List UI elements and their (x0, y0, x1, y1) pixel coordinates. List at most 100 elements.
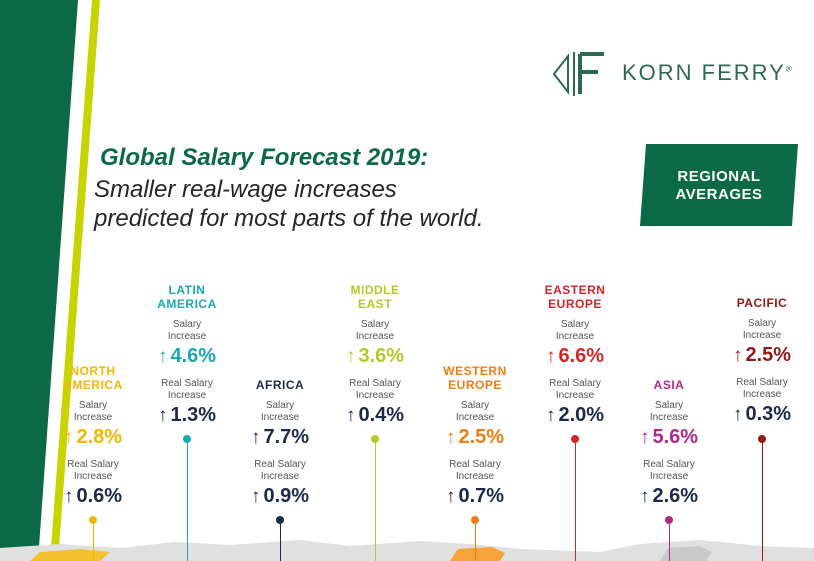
salary-label-line-2: Increase (167, 331, 207, 342)
region-pacific: PACIFIC Salary Increase ↑ 2.5% Real Salary Inc… (707, 296, 814, 436)
salary-increase-label: Salary Increase (225, 400, 335, 424)
real-value-text: 0.9% (263, 485, 310, 507)
up-arrow-icon: ↑ (63, 427, 74, 448)
map-pin-line (475, 524, 476, 561)
salary-increase-value: ↑ 5.6% (614, 424, 724, 451)
salary-label-line-2: Increase (555, 331, 595, 342)
salary-increase-label: Salary Increase (520, 319, 630, 343)
region-asia: ASIA Salary Increase ↑ 5.6% Real Salary Increa… (614, 378, 724, 518)
salary-label-line-2: Increase (260, 412, 300, 423)
map-pin-line (762, 443, 763, 561)
map-pin-line (375, 443, 376, 561)
real-salary-increase-value: ↑ 0.4% (320, 402, 430, 429)
region-spacer (132, 311, 242, 319)
up-arrow-icon: ↑ (545, 405, 556, 426)
region-name: PACIFIC (707, 296, 814, 310)
salary-value-text: 3.6% (358, 345, 405, 367)
up-arrow-icon: ↑ (445, 427, 456, 448)
region-name: WESTERN EUROPE (420, 364, 530, 392)
salary-value-text: 7.7% (263, 426, 310, 448)
salary-label-line-1: Salary (654, 400, 684, 411)
up-arrow-icon: ↑ (345, 405, 356, 426)
salary-increase-value: ↑ 2.8% (38, 424, 148, 451)
region-spacer (520, 311, 630, 319)
map-pin-dot (471, 516, 479, 524)
salary-label-line-1: Salary (265, 400, 295, 411)
real-label-line-2: Increase (555, 390, 595, 401)
salary-label-line-2: Increase (355, 331, 395, 342)
region-middle-east: MIDDLE EAST Salary Increase ↑ 3.6% Real Salary… (320, 283, 430, 437)
up-arrow-icon: ↑ (732, 345, 743, 366)
map-europe (450, 547, 505, 561)
real-salary-increase-value: ↑ 1.3% (132, 402, 242, 429)
real-salary-increase-label: Real Salary Increase (225, 459, 335, 483)
salary-value-text: 2.5% (745, 344, 792, 366)
region-eastern-europe: EASTERN EUROPE Salary Increase ↑ 6.6% Real Sal… (520, 283, 630, 437)
salary-label-line-1: Salary (172, 319, 202, 330)
real-value-text: 2.6% (652, 485, 699, 507)
salary-increase-label: Salary Increase (420, 400, 530, 424)
real-salary-increase-label: Real Salary Increase (38, 459, 148, 483)
region-name-line-1: AFRICA (255, 378, 305, 392)
region-name-line-2: EAST (357, 297, 392, 311)
real-value-text: 0.4% (358, 404, 405, 426)
salary-increase-label: Salary Increase (707, 318, 814, 342)
region-north-america: NORTH AMERICA Salary Increase ↑ 2.8% Real Sala… (38, 364, 148, 518)
up-arrow-icon: ↑ (157, 346, 168, 367)
salary-label-line-2: Increase (455, 412, 495, 423)
map-pin-line (280, 524, 281, 561)
real-salary-increase-value: ↑ 0.7% (420, 483, 530, 510)
real-salary-increase-value: ↑ 0.3% (707, 401, 814, 428)
brand-logo: KORN FERRY® (550, 46, 800, 98)
badge-line-2: AVERAGES (675, 186, 763, 203)
up-arrow-icon: ↑ (63, 486, 74, 507)
real-salary-increase-label: Real Salary Increase (132, 378, 242, 402)
map-pin-line (575, 443, 576, 561)
region-africa: AFRICA Salary Increase ↑ 7.7% Real Salary Incr… (225, 378, 335, 518)
salary-label-line-2: Increase (742, 330, 782, 341)
region-name: LATIN AMERICA (132, 283, 242, 311)
map-pin-dot (371, 435, 379, 443)
region-name-line-1: NORTH (70, 364, 116, 378)
region-name-line-2: AMERICA (157, 297, 217, 311)
badge-line-1: REGIONAL (677, 168, 761, 185)
salary-value-text: 5.6% (652, 426, 699, 448)
real-salary-increase-label: Real Salary Increase (614, 459, 724, 483)
salary-increase-value: ↑ 7.7% (225, 424, 335, 451)
salary-increase-label: Salary Increase (614, 400, 724, 424)
lime-stripe (50, 0, 100, 561)
up-arrow-icon: ↑ (445, 486, 456, 507)
salary-increase-value: ↑ 2.5% (420, 424, 530, 451)
salary-increase-value: ↑ 6.6% (520, 343, 630, 370)
real-label-line-1: Real Salary (449, 459, 501, 470)
real-label-line-1: Real Salary (161, 378, 213, 389)
map-pin-dot (276, 516, 284, 524)
real-label-line-2: Increase (455, 471, 495, 482)
salary-increase-value: ↑ 3.6% (320, 343, 430, 370)
up-arrow-icon: ↑ (345, 346, 356, 367)
map-pin-dot (665, 516, 673, 524)
map-pin-dot (571, 435, 579, 443)
region-spacer (707, 310, 814, 318)
region-name: ASIA (614, 378, 724, 392)
map-pin-dot (758, 435, 766, 443)
brand-name: KORN FERRY® (622, 60, 794, 85)
real-label-line-2: Increase (355, 390, 395, 401)
map-pin-line (93, 524, 94, 561)
real-label-line-1: Real Salary (643, 459, 695, 470)
salary-increase-label: Salary Increase (38, 400, 148, 424)
map-pin-dot (183, 435, 191, 443)
map-asia (660, 546, 712, 561)
region-name-line-1: EASTERN (544, 283, 606, 297)
salary-value-text: 2.8% (76, 426, 123, 448)
green-stripe (0, 0, 78, 561)
region-name-line-1: WESTERN (443, 364, 507, 378)
up-arrow-icon: ↑ (250, 486, 261, 507)
real-label-line-1: Real Salary (349, 378, 401, 389)
page-title: Global Salary Forecast 2019: (100, 144, 429, 171)
salary-label-line-1: Salary (560, 319, 590, 330)
real-label-line-2: Increase (649, 471, 689, 482)
up-arrow-icon: ↑ (732, 404, 743, 425)
region-name-line-2: AMERICA (63, 378, 123, 392)
